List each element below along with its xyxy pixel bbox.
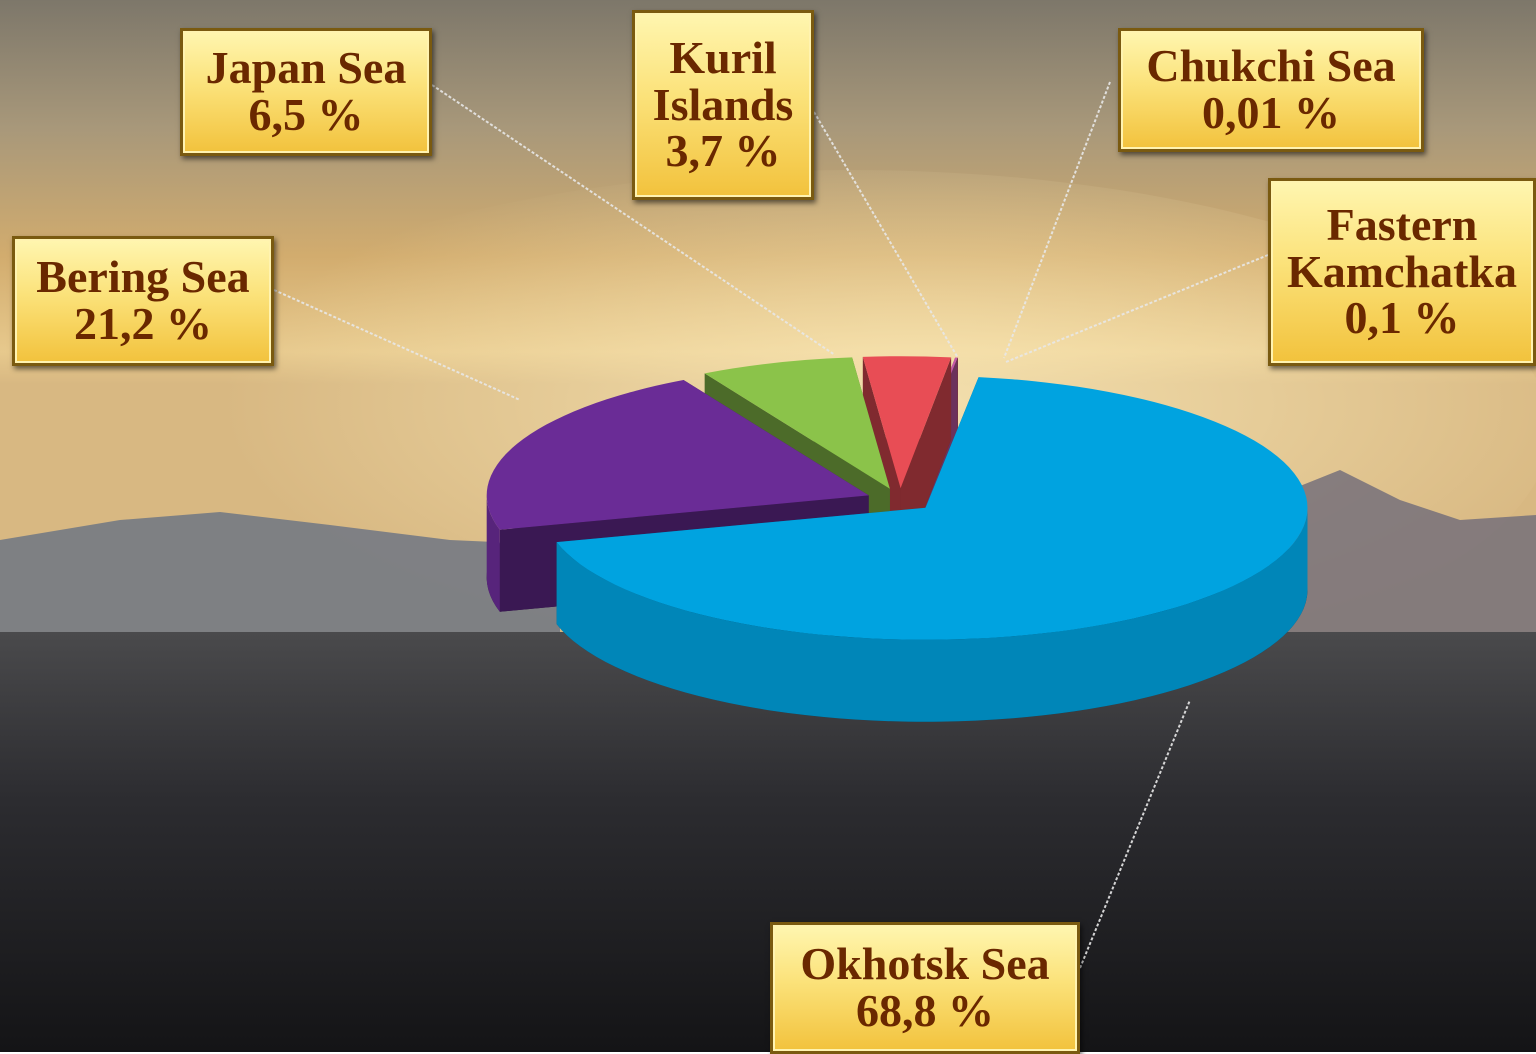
leader-line	[1005, 254, 1269, 363]
data-label: Okhotsk Sea 68,8 %	[770, 922, 1080, 1054]
value-label: 3,7 %	[665, 125, 781, 177]
value-label: 21,2 %	[74, 298, 212, 349]
data-label: Kuril Islands 3,7 %	[632, 10, 814, 200]
leader-line	[813, 111, 959, 359]
leader-line	[1079, 699, 1191, 969]
leader-line	[1003, 81, 1111, 359]
leaders	[273, 81, 1269, 969]
data-label: Chukchi Sea 0,01 %	[1118, 28, 1424, 152]
pie	[486, 356, 1308, 722]
category-label: Okhotsk Sea	[800, 938, 1050, 990]
data-label: Bering Sea 21,2 %	[12, 236, 274, 366]
slice	[704, 357, 890, 489]
category-label: Bering Sea	[36, 251, 250, 303]
slice	[862, 356, 952, 489]
data-label: Japan Sea 6,5 %	[180, 28, 432, 156]
value-label: 0,01 %	[1202, 87, 1340, 138]
category-label: Japan Sea	[205, 42, 407, 94]
slice-wall	[556, 507, 1308, 722]
category-label: Chukchi Sea	[1146, 40, 1396, 92]
value-label: 6,5 %	[248, 89, 364, 140]
data-label: Fastern Kamchatka 0,1 %	[1268, 178, 1536, 366]
mountains	[0, 512, 560, 640]
slice	[486, 379, 869, 530]
category-label: Kuril Islands	[652, 31, 794, 130]
slice-wall	[486, 495, 500, 612]
category-label: Fastern Kamchatka	[1287, 198, 1517, 297]
value-label: 0,1 %	[1344, 292, 1460, 344]
slice	[556, 377, 1308, 640]
value-label: 68,8 %	[856, 985, 994, 1036]
leader-line	[431, 84, 836, 356]
